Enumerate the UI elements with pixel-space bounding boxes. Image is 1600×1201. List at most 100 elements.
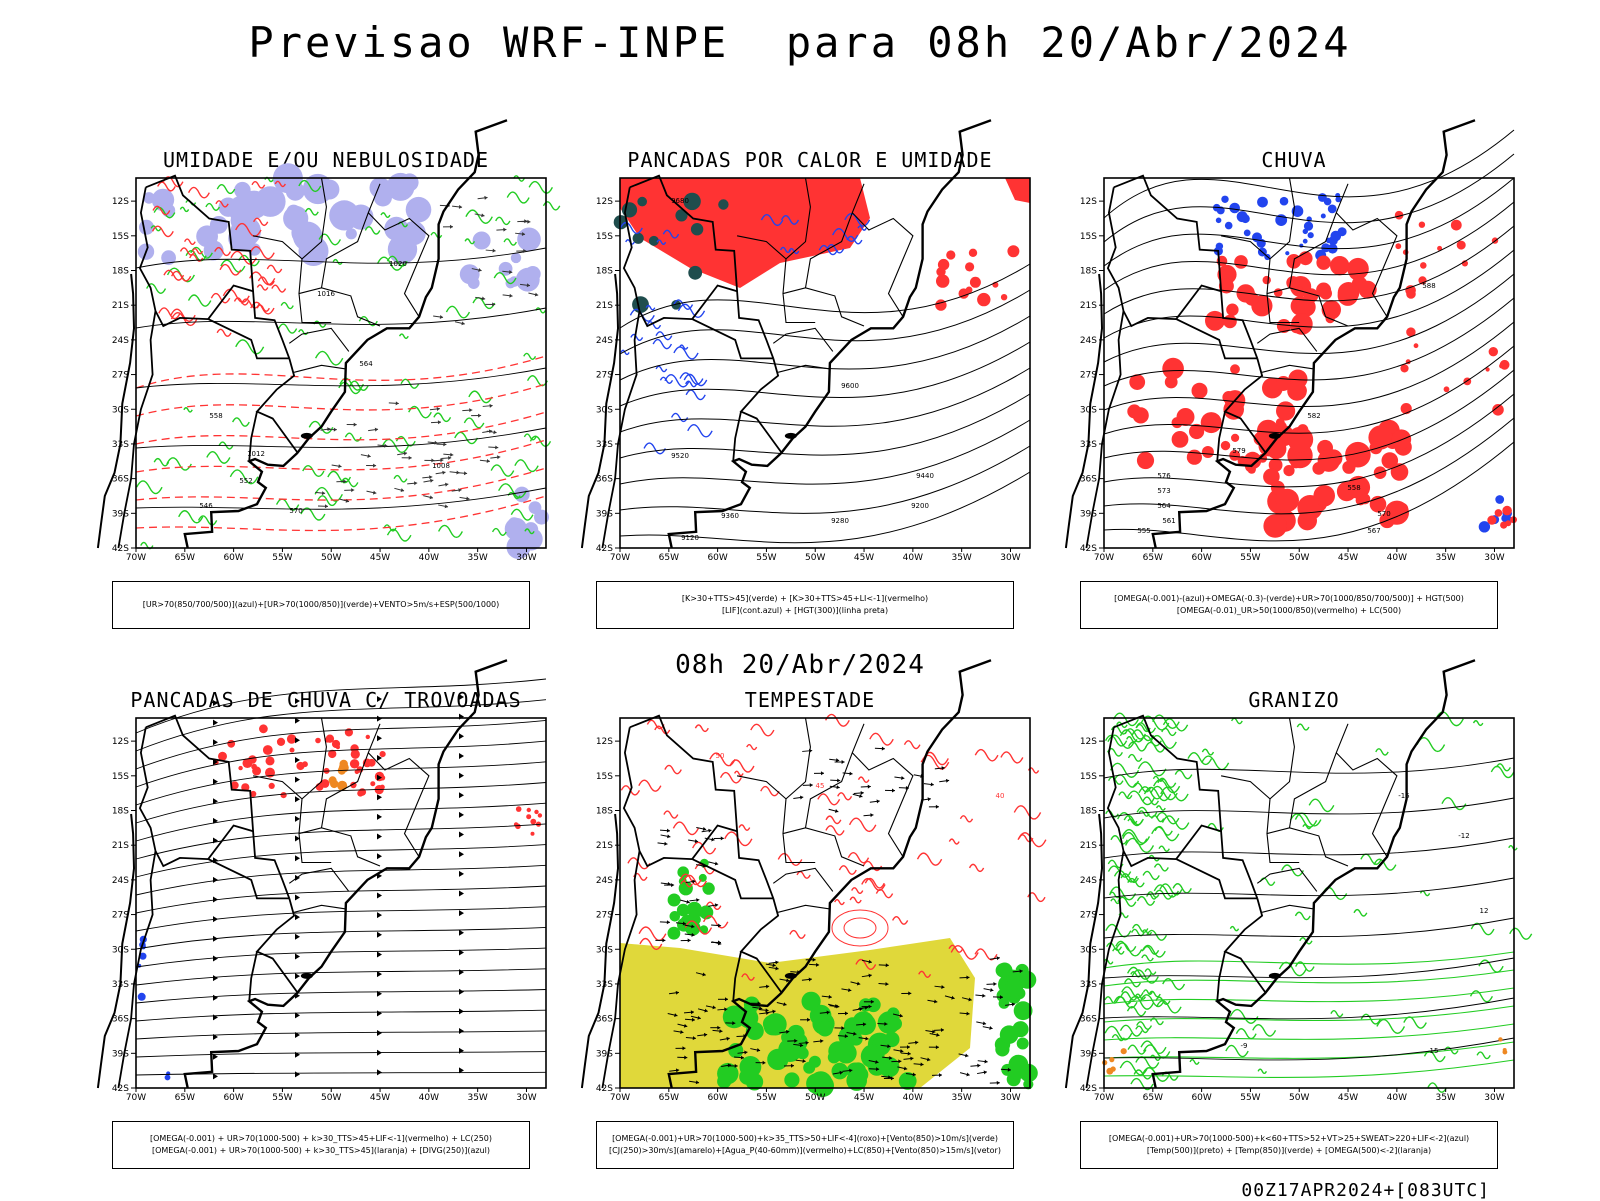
lat-tick-label: 12S: [596, 737, 613, 747]
country-border: [208, 286, 253, 320]
country-border: [733, 412, 741, 462]
panel-legend: [UR>70(850/700/500)](azul)+[UR>70(1000/8…: [112, 581, 530, 629]
lat-tick-label: 24S: [112, 336, 129, 346]
storm-area: [259, 724, 268, 733]
storm-orange-area: [337, 781, 347, 791]
lagoon: [785, 433, 797, 439]
wind-vector: [402, 456, 412, 460]
wind-vector-head: [667, 829, 670, 833]
lat-tick-label: 12S: [112, 737, 129, 747]
lat-tick-label: 36S: [1080, 475, 1097, 485]
humidity-midlevel-area: [514, 487, 530, 503]
lon-tick-label: 60W: [707, 1093, 727, 1103]
contour-label: 50: [716, 752, 725, 760]
lowlevel-wind-area: [817, 1021, 833, 1037]
rain-area: [1127, 404, 1141, 418]
temperature-850-contour: [1146, 742, 1165, 752]
contour-label: 561: [1162, 517, 1175, 525]
humidity-midlevel-area: [525, 266, 541, 282]
rain-area: [1276, 489, 1299, 512]
wind-vector: [477, 196, 487, 201]
streamline-arrow: [377, 893, 382, 899]
streamline-arrow: [377, 735, 382, 741]
omega-area: [1308, 232, 1314, 238]
wind-vector-head: [484, 196, 487, 200]
wind-vector-head: [396, 401, 399, 405]
lon-tick-label: 35W: [1435, 553, 1455, 563]
temperature-850-contour: [1442, 798, 1466, 810]
wind-vector: [708, 860, 719, 866]
instability-area: [688, 266, 702, 280]
omega-area: [1244, 230, 1251, 237]
lat-tick-label: 30S: [596, 945, 613, 955]
wind-vector: [438, 482, 449, 488]
instability-severe-area: [935, 299, 946, 310]
wind-vector: [394, 486, 405, 492]
precipitable-water-contour: [761, 787, 779, 796]
lon-tick-label: 45W: [1338, 1093, 1358, 1103]
contour-label: 564: [359, 360, 373, 368]
wind-vector: [830, 778, 840, 783]
storm-area: [290, 748, 295, 753]
streamline-arrow: [459, 989, 464, 995]
contour-label: 558: [209, 412, 222, 420]
humidity-midlevel-area: [401, 231, 417, 247]
omega-area: [1495, 495, 1504, 504]
wind-vector: [422, 475, 432, 480]
country-border: [249, 952, 257, 1002]
storm-area: [359, 788, 367, 796]
lat-tick-label: 27S: [112, 911, 129, 921]
streamline: [136, 1010, 546, 1021]
wind-vector-head: [936, 805, 939, 809]
legend-line-2: [LIF](cont.azul) + [HGT(300)](linha pret…: [722, 605, 888, 617]
precipitable-water-contour: [960, 816, 972, 822]
lat-tick-label: 36S: [1080, 1015, 1097, 1025]
temperature-850-contour: [1331, 1011, 1343, 1017]
humidity-lowlevel-contour: [184, 408, 192, 412]
humidity-midlevel-area: [520, 528, 543, 551]
contour-label: -12: [1458, 832, 1469, 840]
wind-vector: [935, 766, 945, 771]
rain-area: [1172, 431, 1189, 448]
country-border: [257, 358, 297, 452]
contour-label: 1020: [389, 260, 407, 268]
precipitable-water-contour: [970, 864, 984, 871]
instability-severe-area: [1005, 178, 1030, 203]
streamline-arrow: [377, 951, 382, 957]
state-border: [1267, 828, 1348, 866]
temperature-850-contour: [1106, 924, 1131, 936]
omega-area: [1303, 239, 1308, 244]
streamline-arrow: [377, 912, 382, 918]
wind-vector: [423, 478, 434, 484]
wind-vector-head: [901, 776, 905, 780]
humidity-lowlevel-contour: [279, 324, 297, 333]
streamline-arrow: [295, 973, 300, 979]
lon-tick-label: 30W: [1000, 1093, 1020, 1103]
contour-label: 9120: [681, 534, 699, 542]
humidity-lowlevel-contour: [207, 452, 230, 464]
lat-tick-label: 39S: [1080, 1049, 1097, 1059]
wind-vector: [680, 898, 691, 904]
streamline-arrow: [213, 936, 218, 942]
wind-vector-head: [464, 471, 467, 475]
temperature-850-contour: [1230, 927, 1238, 931]
wind-vector: [433, 314, 443, 319]
humidity-midlevel-area: [508, 517, 520, 529]
state-border: [299, 718, 326, 834]
rain-area: [1400, 364, 1408, 372]
wind-vector-head: [469, 408, 472, 412]
streamline-arrow: [459, 851, 464, 857]
omega-500-area: [1109, 1057, 1114, 1062]
thickness-contour: [189, 187, 210, 197]
lon-tick-label: 70W: [126, 1093, 146, 1103]
temperature-850-contour: [1129, 755, 1142, 762]
humidity-lowlevel-contour: [167, 458, 191, 470]
wind-vector-head: [322, 491, 325, 495]
streamline: [136, 865, 546, 895]
state-border: [778, 365, 829, 372]
streamline-arrow: [377, 794, 382, 800]
lat-tick-label: 15S: [596, 772, 613, 782]
